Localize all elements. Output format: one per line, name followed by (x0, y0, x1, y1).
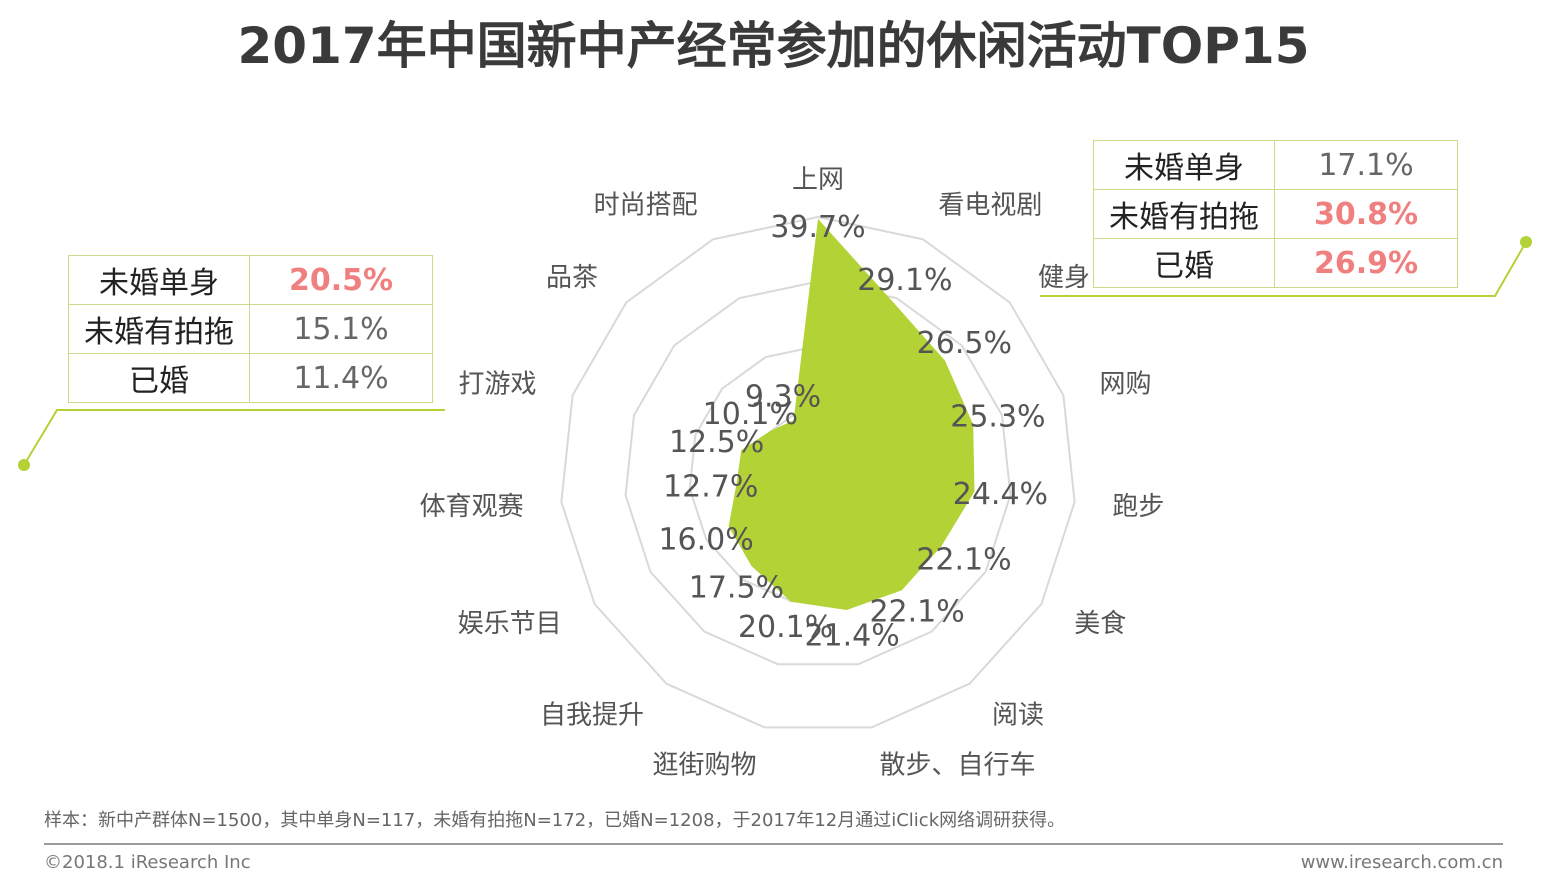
row-label: 未婚单身 (1093, 140, 1275, 190)
category-label: 打游戏 (458, 370, 536, 400)
row-value: 20.5% (249, 255, 433, 305)
row-value: 26.9% (1274, 238, 1458, 288)
value-labels: 39.7%29.1%26.5%25.3%24.4%22.1%22.1%21.4%… (658, 210, 1048, 654)
value-label: 12.7% (663, 469, 758, 504)
value-label: 16.0% (658, 523, 753, 558)
row-value: 17.1% (1274, 140, 1458, 190)
category-label: 自我提升 (540, 701, 644, 731)
table-row: 已婚 26.9% (1093, 238, 1458, 288)
value-label: 20.1% (738, 610, 833, 645)
callout-dot-right (1520, 236, 1532, 248)
callout-dot-left (18, 459, 30, 471)
table-married-status-left: 未婚单身 20.5% 未婚有拍拖 15.1% 已婚 11.4% (68, 255, 433, 403)
value-label: 9.3% (745, 379, 821, 414)
table-row: 未婚单身 17.1% (1093, 140, 1458, 190)
callout-line-left (23, 409, 445, 466)
category-label: 散步、自行车 (880, 751, 1036, 781)
value-label: 26.5% (917, 326, 1012, 361)
row-label: 已婚 (1093, 238, 1275, 288)
table-married-status-right: 未婚单身 17.1% 未婚有拍拖 30.8% 已婚 26.9% (1093, 140, 1458, 288)
value-label: 10.1% (703, 397, 798, 432)
row-value: 11.4% (249, 353, 433, 403)
category-label: 品茶 (546, 263, 598, 293)
website-link: www.iresearch.com.cn (1300, 852, 1503, 873)
category-label: 美食 (1074, 609, 1126, 639)
value-label: 17.5% (689, 570, 784, 605)
table-row: 未婚单身 20.5% (68, 255, 433, 305)
category-label: 上网 (792, 165, 844, 195)
row-value: 30.8% (1274, 189, 1458, 239)
grid-ring (624, 280, 1012, 666)
grid-ring (560, 215, 1076, 729)
table-row: 未婚有拍拖 30.8% (1093, 189, 1458, 239)
category-label: 时尚搭配 (594, 191, 698, 221)
table-row: 未婚有拍拖 15.1% (68, 304, 433, 354)
callout-line-right (1040, 241, 1527, 297)
value-label: 22.1% (916, 542, 1011, 577)
value-label: 24.4% (953, 477, 1048, 512)
value-label: 21.4% (804, 618, 899, 653)
value-label: 12.5% (669, 425, 764, 460)
table-row: 已婚 11.4% (68, 353, 433, 403)
footnote: 样本：新中产群体N=1500，其中单身N=117，未婚有拍拖N=172，已婚N=… (44, 810, 1066, 831)
row-label: 未婚单身 (68, 255, 250, 305)
value-label: 29.1% (857, 263, 952, 298)
row-label: 未婚有拍拖 (1093, 189, 1275, 239)
value-label: 25.3% (950, 400, 1045, 435)
category-label: 娱乐节目 (458, 609, 562, 639)
category-label: 跑步 (1112, 492, 1164, 522)
chart-title: 2017年中国新中产经常参加的休闲活动TOP15 (237, 17, 1310, 75)
copyright: ©2018.1 iResearch Inc (44, 852, 251, 873)
radar-data-area (728, 218, 975, 610)
row-label: 未婚有拍拖 (68, 304, 250, 354)
row-label: 已婚 (68, 353, 250, 403)
category-label: 阅读 (992, 701, 1044, 731)
footer-divider (44, 843, 1503, 845)
category-label: 健身 (1038, 263, 1090, 293)
value-label: 39.7% (770, 210, 865, 245)
row-value: 15.1% (249, 304, 433, 354)
category-label: 网购 (1100, 370, 1152, 400)
value-label: 22.1% (869, 594, 964, 629)
category-label: 看电视剧 (938, 191, 1042, 221)
category-label: 逛街购物 (652, 751, 756, 781)
category-label: 体育观赛 (420, 492, 524, 522)
